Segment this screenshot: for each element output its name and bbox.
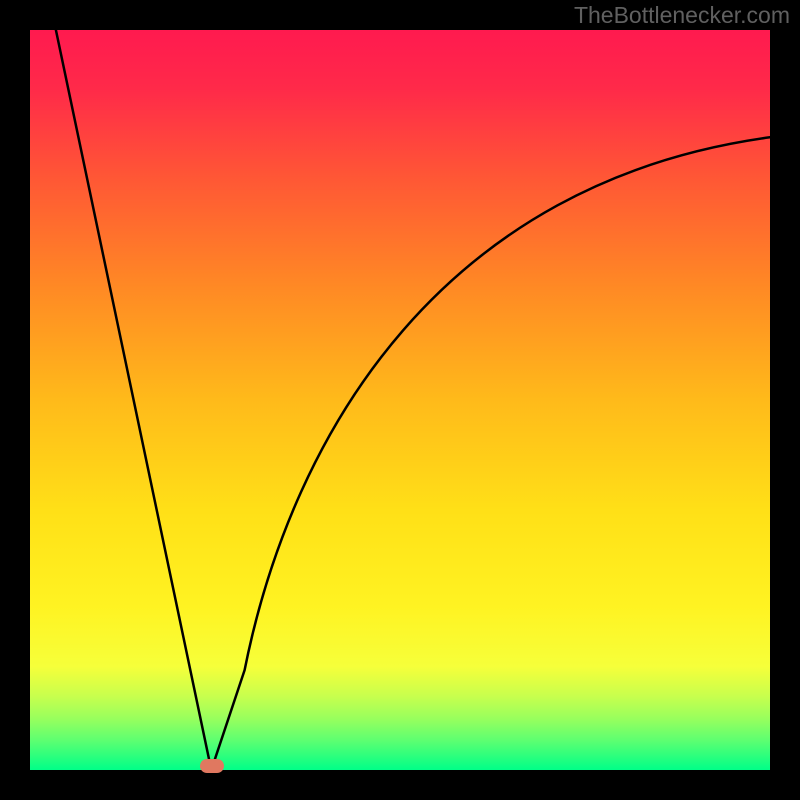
plot-area	[30, 30, 770, 770]
watermark-text: TheBottlenecker.com	[574, 2, 790, 29]
chart-stage: TheBottlenecker.com	[0, 0, 800, 800]
valley-marker	[200, 759, 224, 773]
bottleneck-curve	[30, 30, 770, 770]
